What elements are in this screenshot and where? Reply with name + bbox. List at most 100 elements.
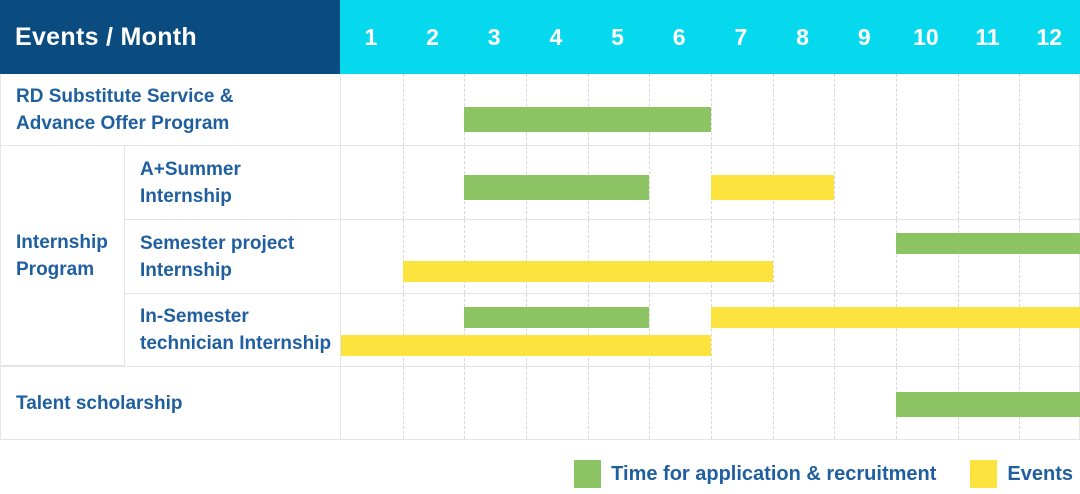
table-row: In-Semester technician Internship [1, 294, 1080, 367]
month-gridline [834, 74, 836, 145]
month-gridline [464, 294, 466, 366]
month-gridline [772, 367, 774, 439]
month-header-label: 3 [487, 23, 501, 50]
month-gridline [1019, 146, 1021, 219]
application-period-bar [464, 175, 650, 200]
table-row: A+Summer Internship [1, 146, 1080, 220]
event-period-bar [711, 175, 835, 200]
row-label-a-plus-summer: A+Summer Internship [125, 146, 341, 219]
row-label-line: A+Summer [140, 158, 241, 180]
table-header: Events / Month 1 2 3 4 5 6 7 8 9 10 11 12 [0, 0, 1080, 74]
group-label-line: Program [16, 258, 95, 280]
row-label-line: In-Semester [140, 306, 249, 327]
month-gridline [957, 294, 959, 366]
month-header-label: 11 [975, 23, 1000, 50]
application-period-bar [896, 233, 1080, 254]
row-label-in-semester-technician: In-Semester technician Internship [125, 294, 341, 366]
row-label-line: technician Internship [140, 333, 332, 354]
row-label-line: RD Substitute Service & [16, 85, 234, 107]
row-label-line: Internship [140, 259, 232, 281]
month-header-label: 9 [857, 23, 871, 50]
legend-green-label: Time for application & recruitment [611, 462, 937, 485]
month-gridline [587, 220, 589, 293]
month-gridline [957, 74, 959, 145]
month-gridline [772, 294, 774, 366]
month-gridline [1019, 294, 1021, 366]
gantt-grid-row [341, 294, 1080, 366]
month-header-label: 4 [549, 23, 563, 50]
month-gridline [649, 367, 651, 439]
month-gridline [896, 294, 897, 366]
month-header-label: 6 [672, 23, 686, 50]
month-gridline [772, 74, 774, 145]
month-gridline [896, 74, 897, 145]
month-gridline [1019, 220, 1021, 293]
event-period-bar [341, 335, 711, 356]
row-label-semester-project: Semester project Internship [125, 220, 341, 293]
month-gridline [402, 74, 404, 145]
row-label-line: Advance Offer Program [16, 112, 230, 134]
month-gridline [402, 146, 404, 219]
month-gridline [957, 220, 959, 293]
month-header-label: 8 [796, 23, 809, 50]
month-gridline [772, 220, 774, 293]
month-gridline [587, 367, 589, 439]
month-gridline [649, 220, 651, 293]
month-header-label: 7 [734, 23, 748, 50]
event-period-bar [711, 307, 1080, 328]
gantt-grid-row [341, 146, 1080, 219]
row-label-line: Internship [140, 185, 232, 207]
month-gridline [649, 146, 651, 219]
group-cell-internship-program: Internship Program [1, 146, 125, 366]
month-gridline [464, 367, 466, 439]
legend-yellow-swatch [970, 460, 998, 488]
month-gridline [649, 294, 651, 366]
month-gridline [711, 294, 712, 366]
legend: Time for application & recruitment Event… [0, 456, 1073, 492]
month-gridline [526, 220, 527, 293]
month-gridline [834, 367, 836, 439]
month-gridline [896, 146, 897, 219]
corner-header-label: Events / Month [15, 22, 197, 51]
month-gridline [711, 74, 712, 145]
gantt-grid-row [341, 220, 1080, 293]
group-label-line: Internship [16, 231, 108, 253]
application-period-bar [464, 107, 711, 132]
table-row: RD Substitute Service & Advance Offer Pr… [1, 74, 1080, 146]
month-gridline [834, 146, 836, 219]
month-header-label: 12 [1036, 23, 1063, 50]
application-period-bar [464, 307, 650, 328]
row-label-line: Talent scholarship [16, 392, 183, 414]
month-gridline [464, 220, 466, 293]
month-gridline [834, 220, 836, 293]
table-body: RD Substitute Service & Advance Offer Pr… [0, 74, 1080, 440]
month-gridline [587, 294, 589, 366]
application-period-bar [896, 392, 1080, 417]
table-row: Semester project Internship [1, 220, 1080, 294]
month-gridline [526, 367, 527, 439]
row-label-line: Semester project [140, 232, 295, 254]
month-gridline [402, 294, 404, 366]
gantt-grid-row [341, 367, 1080, 439]
month-gridline [526, 294, 527, 366]
row-label-rd-substitute: RD Substitute Service & Advance Offer Pr… [1, 74, 341, 145]
month-header-label: 2 [426, 23, 439, 50]
table-row: Talent scholarship [1, 367, 1080, 440]
gantt-grid-row [341, 74, 1080, 145]
month-gridline [711, 220, 712, 293]
corner-header-cell: Events / Month [0, 0, 340, 74]
month-header-label: 1 [364, 23, 378, 50]
month-gridline [896, 220, 897, 293]
event-period-bar [402, 261, 773, 282]
schedule-table: Events / Month 1 2 3 4 5 6 7 8 9 10 11 12 RD Substi… [0, 0, 1080, 440]
month-gridline [834, 294, 836, 366]
month-header-label: 5 [611, 23, 624, 50]
month-gridline [1019, 74, 1021, 145]
month-gridline [711, 367, 712, 439]
legend-yellow-label: Events [1007, 462, 1073, 485]
month-gridline [402, 220, 404, 293]
month-gridline [402, 367, 404, 439]
row-label-talent-scholarship: Talent scholarship [1, 367, 341, 439]
legend-green-swatch [574, 460, 602, 488]
